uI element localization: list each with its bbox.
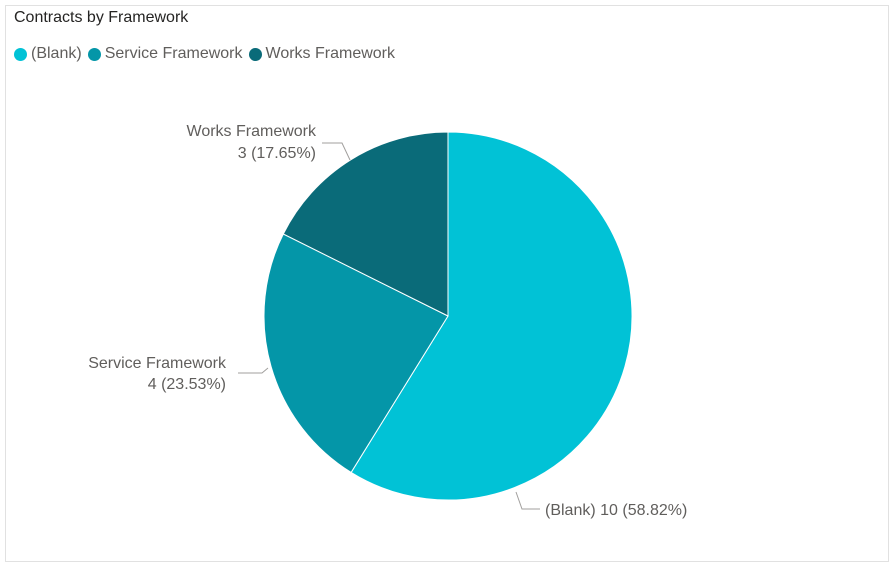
legend-label-works-framework: Works Framework — [265, 45, 396, 62]
legend-label-blank: (Blank) — [31, 45, 82, 62]
legend-label-service-framework: Service Framework — [104, 45, 243, 62]
leader-line-service-framework — [238, 367, 269, 374]
leader-line-blank — [515, 491, 540, 510]
data-label-blank: (Blank) 10 (58.82%) — [545, 502, 687, 519]
chart-title: Contracts by Framework — [14, 9, 189, 26]
legend-dot-blank — [14, 47, 27, 61]
pie-slice-works-framework[interactable] — [282, 131, 449, 317]
legend-item-service-framework[interactable]: Service Framework — [87, 45, 243, 63]
data-label-service-framework: Service Framework — [88, 355, 227, 372]
legend-dot-works-framework — [248, 47, 262, 61]
data-label-works-framework-value: 3 (17.65%) — [238, 145, 316, 162]
data-label-service-framework-value: 4 (23.53%) — [148, 376, 226, 393]
legend-dot-service-framework — [87, 47, 101, 61]
chart-legend: (Blank) Service Framework Works Framewor… — [14, 45, 401, 63]
legend-item-blank[interactable]: (Blank) — [14, 45, 82, 63]
legend-item-works-framework[interactable]: Works Framework — [248, 45, 396, 63]
leader-line-works-framework — [322, 142, 351, 161]
pie-slice-blank[interactable] — [350, 131, 633, 501]
data-label-works-framework: Works Framework — [187, 123, 317, 140]
